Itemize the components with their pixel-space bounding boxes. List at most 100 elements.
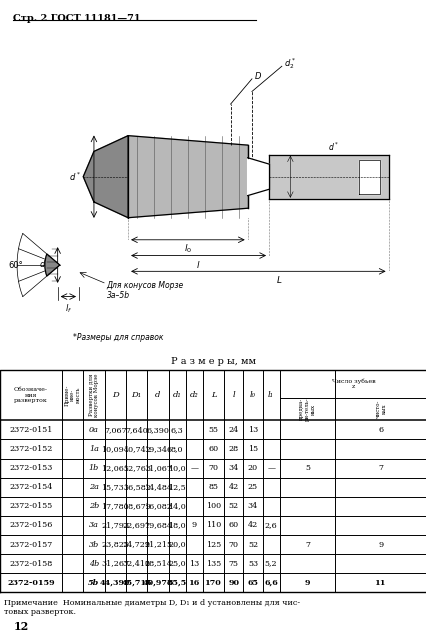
Text: 20: 20 (248, 464, 257, 472)
Text: 31,267: 31,267 (101, 560, 129, 568)
Text: 2372-0153: 2372-0153 (9, 464, 52, 472)
Text: 2372-0156: 2372-0156 (9, 521, 52, 529)
Text: 100: 100 (205, 502, 221, 510)
Text: 13: 13 (247, 426, 258, 434)
Text: 135: 135 (205, 560, 221, 568)
Text: 2372-0158: 2372-0158 (9, 560, 52, 568)
Text: 12,065: 12,065 (101, 464, 129, 472)
Text: 15,733: 15,733 (101, 483, 129, 491)
Text: 34: 34 (247, 502, 258, 510)
Text: $D$: $D$ (253, 70, 262, 81)
Text: 5b: 5b (88, 579, 99, 587)
Text: 1b: 1b (89, 464, 99, 472)
Text: предва-
ри-тель-
ных: предва- ри-тель- ных (299, 398, 315, 421)
Text: 2b: 2b (89, 502, 99, 510)
Text: $L$: $L$ (276, 274, 282, 285)
Text: 7: 7 (378, 464, 383, 472)
Text: Приме-
няе-
мость: Приме- няе- мость (64, 384, 81, 406)
Text: $d_2^*$: $d_2^*$ (283, 56, 295, 71)
Text: 7,067: 7,067 (104, 426, 126, 434)
Text: D₁: D₁ (131, 391, 141, 399)
Text: 19,346: 19,346 (144, 445, 172, 453)
Text: 15: 15 (248, 445, 257, 453)
Text: d₂: d₂ (190, 391, 198, 399)
Text: 52: 52 (228, 502, 238, 510)
Text: 28,514: 28,514 (144, 560, 172, 568)
Text: 8,0: 8,0 (170, 445, 183, 453)
Text: 60: 60 (228, 521, 238, 529)
Text: 12,5: 12,5 (168, 483, 186, 491)
Text: 11: 11 (374, 579, 386, 587)
Text: 2372-0155: 2372-0155 (9, 502, 52, 510)
Text: чисто-
вых: чисто- вых (375, 400, 386, 418)
Text: 170: 170 (204, 579, 222, 587)
Text: 10,742: 10,742 (122, 445, 150, 453)
Text: 42: 42 (247, 521, 258, 529)
Text: 3a: 3a (89, 521, 99, 529)
Text: 52: 52 (248, 541, 257, 548)
Text: 6,3: 6,3 (170, 426, 183, 434)
Text: 18,0: 18,0 (168, 521, 186, 529)
Text: 44,399: 44,399 (100, 579, 130, 587)
Text: 6,6: 6,6 (264, 579, 277, 587)
Text: 7: 7 (304, 541, 309, 548)
Text: —: — (267, 464, 274, 472)
Text: 10,094: 10,094 (101, 445, 129, 453)
Text: 19,684: 19,684 (144, 521, 172, 529)
Text: 16,582: 16,582 (122, 483, 150, 491)
Text: *Размеры для справок: *Размеры для справок (72, 333, 163, 342)
Text: 60: 60 (208, 445, 218, 453)
Text: 25: 25 (248, 483, 257, 491)
Text: 0a: 0a (89, 426, 99, 434)
Text: $l$: $l$ (196, 259, 200, 269)
Polygon shape (247, 158, 268, 196)
Text: 55: 55 (208, 426, 218, 434)
Text: 125: 125 (205, 541, 221, 548)
Text: D: D (112, 391, 118, 399)
Text: 2372-0159: 2372-0159 (7, 579, 55, 587)
Text: 23,825: 23,825 (101, 541, 129, 548)
Text: 14,484: 14,484 (144, 483, 172, 491)
Text: 32,410: 32,410 (122, 560, 150, 568)
Text: 35,5: 35,5 (167, 579, 187, 587)
Text: $d^*$: $d^*$ (69, 170, 81, 183)
Text: 5,2: 5,2 (264, 560, 277, 568)
Text: 22,697: 22,697 (122, 521, 150, 529)
Text: 70: 70 (228, 541, 238, 548)
Text: 9: 9 (377, 541, 383, 548)
Text: 2372-0154: 2372-0154 (9, 483, 52, 491)
Text: 110: 110 (205, 521, 221, 529)
Polygon shape (268, 155, 388, 199)
Text: 85: 85 (208, 483, 218, 491)
Text: 10,0: 10,0 (168, 464, 186, 472)
Text: $l_f$: $l_f$ (65, 303, 72, 316)
Text: 5: 5 (304, 464, 309, 472)
Text: 2372-0157: 2372-0157 (9, 541, 52, 548)
Text: $l_0$: $l_0$ (184, 243, 191, 256)
Text: 12: 12 (14, 622, 29, 631)
Text: Р а з м е р ы, мм: Р а з м е р ы, мм (170, 357, 256, 366)
Text: 34: 34 (228, 464, 239, 472)
Text: 20,0: 20,0 (168, 541, 186, 548)
Text: 11,067: 11,067 (144, 464, 172, 472)
Text: 75: 75 (228, 560, 238, 568)
Text: 7,640: 7,640 (125, 426, 148, 434)
Text: 90: 90 (228, 579, 239, 587)
Text: 65: 65 (247, 579, 258, 587)
Text: Для конусов Морзе
3a–5b: Для конусов Морзе 3a–5b (106, 281, 184, 300)
Text: Стр. 2 ГОСТ 11181—71: Стр. 2 ГОСТ 11181—71 (13, 14, 140, 23)
Text: 13: 13 (189, 560, 199, 568)
Text: $d_2$: $d_2$ (38, 259, 49, 271)
Text: 25,0: 25,0 (168, 560, 186, 568)
Text: 2372-0151: 2372-0151 (9, 426, 52, 434)
Text: 70: 70 (208, 464, 218, 472)
Text: 1a: 1a (89, 445, 99, 453)
Text: $d^*$: $d^*$ (327, 140, 338, 153)
Text: 6: 6 (377, 426, 383, 434)
Text: d: d (155, 391, 160, 399)
Wedge shape (45, 254, 60, 276)
Text: 2372-0152: 2372-0152 (9, 445, 52, 453)
Text: d₁: d₁ (173, 391, 181, 399)
Text: 21,215: 21,215 (144, 541, 172, 548)
Text: 45,715: 45,715 (121, 579, 152, 587)
